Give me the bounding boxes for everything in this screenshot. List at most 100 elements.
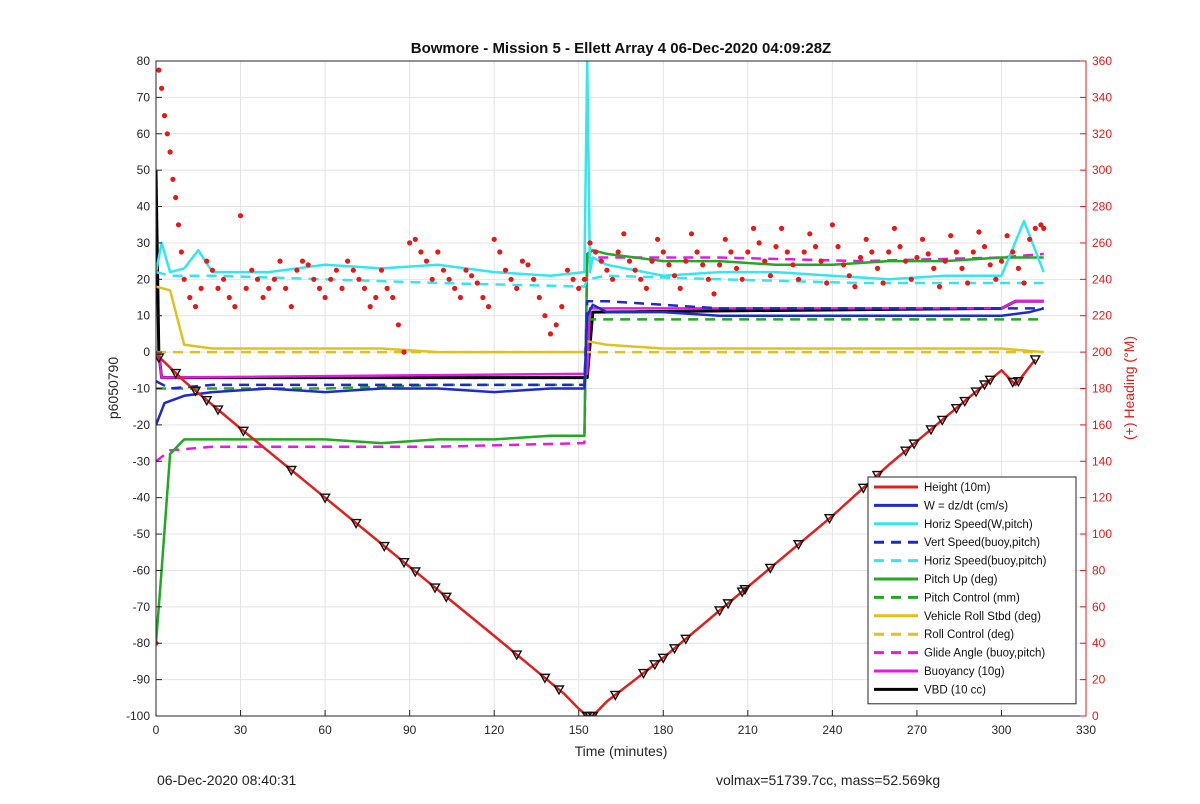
heading-point [395,322,401,328]
heading-point [643,285,650,291]
y2-tick-label: 220 [1092,309,1112,323]
heading-point [835,244,841,250]
heading-point [897,244,903,250]
height-marker [609,690,622,701]
heading-point [762,258,768,264]
heading-point [976,229,982,235]
heading-point [491,236,497,242]
legend-label: Vehicle Roll Stbd (deg) [924,611,1041,623]
heading-point [869,249,875,255]
heading-point [350,267,356,273]
heading-point [891,225,898,231]
height-marker [792,540,805,551]
height-marker [201,395,213,407]
height-marker [350,518,362,529]
chart: 0 30 60 90 120 150 180 210 240 270 300 330-100-90-8… [105,40,1137,759]
heading-point [519,258,526,264]
height-marker [925,425,937,436]
heading-point [373,294,379,301]
heading-point [440,267,447,273]
height-marker [319,493,331,504]
x-tick-label: 90 [403,723,417,737]
height-marker [680,634,692,645]
height-marker [668,644,681,655]
legend-label: Roll Control (deg) [924,629,1014,641]
heading-point [812,244,819,250]
height-marker [237,426,250,437]
heading-point [161,113,168,119]
height-marker [378,541,390,552]
y2-tick-label: 340 [1092,90,1112,104]
heading-point [485,304,492,310]
heading-point [226,294,232,301]
height-markers [156,353,1041,716]
y-tick-label: -40 [133,491,151,505]
heading-point [660,249,666,255]
series-line-glide-angle-buoy-pitch [156,252,1044,463]
y2-tick-label: 60 [1092,600,1106,614]
heading-point [807,231,813,237]
x-tick-label: 270 [907,723,927,737]
heading-point [857,254,864,261]
y2-tick-label: 100 [1092,527,1112,541]
heading-point [384,285,390,291]
height-marker [553,685,565,696]
heading-point [192,304,199,310]
height-marker [970,387,982,398]
heading-point [457,294,463,301]
height-marker [539,673,551,684]
x-tick-label: 180 [653,723,673,737]
y2-tick-label: 180 [1092,382,1112,396]
y-axis-label: p6050790 [105,357,121,420]
height-marker [899,446,912,457]
heading-point [750,225,757,231]
y-tick-label: 30 [137,236,151,250]
series-line-height-10m [156,354,1037,716]
heading-point [356,276,362,282]
heading-point [361,285,368,291]
heading-point [277,258,283,264]
heading-point [818,258,824,264]
x-tick-label: 120 [484,723,504,737]
heading-point [266,285,272,291]
heading-point [953,249,960,255]
heading-point [852,284,858,290]
heading-point [846,273,852,279]
y-tick-label: -90 [133,673,151,687]
height-marker [398,557,410,569]
y2-tick-label: 120 [1092,491,1112,505]
heading-point [874,265,881,271]
heading-point [711,291,717,297]
heading-point [170,176,176,182]
heading-point [232,304,238,310]
heading-point [508,276,514,282]
height-marker [1029,355,1041,366]
heading-point [987,262,993,268]
legend-label: Pitch Control (mm) [924,592,1020,604]
heading-point [502,267,509,273]
y-tick-label: -70 [133,600,151,614]
heading-point [728,249,734,255]
y-tick-label: 20 [137,272,151,286]
heading-point [745,249,751,255]
heading-point [756,240,762,246]
heading-point [829,222,836,228]
heading-point [722,236,728,242]
heading-point [339,285,345,291]
heading-point [367,304,373,310]
legend-label: Horiz Speed(W,pitch) [924,519,1033,531]
heading-point [903,258,909,264]
height-marker [285,465,297,476]
heading-point [1027,236,1033,242]
heading-point [773,244,779,250]
y-tick-label: 0 [143,345,150,359]
y-tick-label: -50 [133,527,151,541]
heading-point [446,276,452,282]
y-tick-label: -100 [126,709,150,723]
height-marker [189,386,202,397]
heading-point [378,267,385,273]
heading-point [175,222,182,228]
heading-point [237,213,244,219]
x-tick-label: 300 [991,723,1011,737]
heading-point [688,231,695,237]
